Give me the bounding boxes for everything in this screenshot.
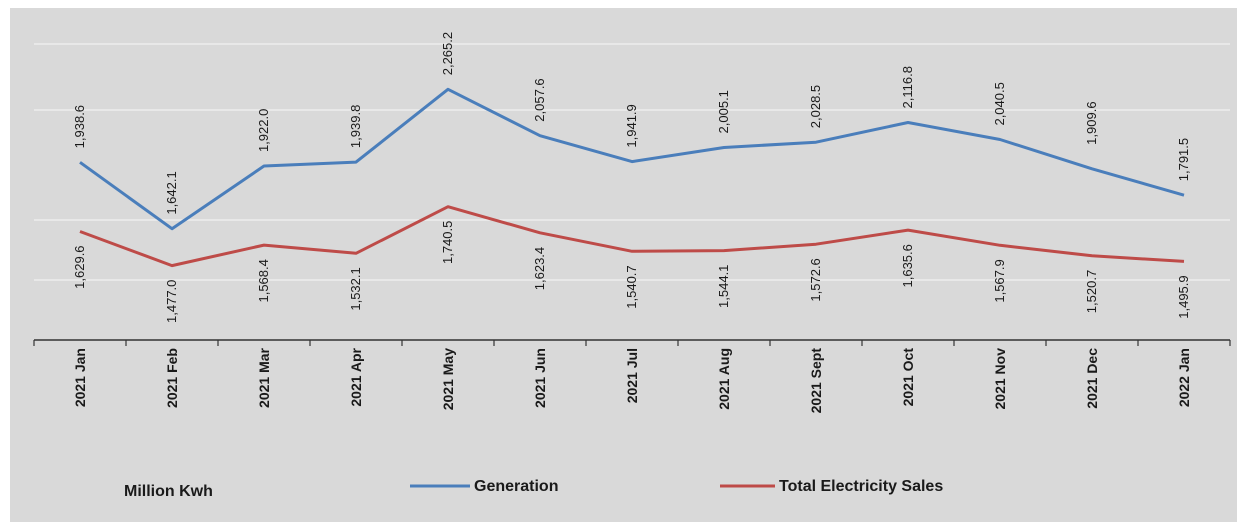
legend-sales-label: Total Electricity Sales — [779, 478, 943, 495]
x-tick-label: 2021 Mar — [256, 347, 272, 407]
generation-data-label: 1,941.9 — [624, 104, 639, 147]
generation-data-label: 1,642.1 — [164, 171, 179, 214]
sales-data-label: 1,540.7 — [624, 265, 639, 308]
unit-label: Million Kwh — [124, 483, 213, 500]
x-tick-label: 2021 May — [440, 348, 456, 410]
generation-data-label: 2,265.2 — [440, 32, 455, 75]
sales-data-label: 1,623.4 — [532, 247, 547, 290]
sales-data-label: 1,629.6 — [72, 245, 87, 288]
generation-data-label: 1,922.0 — [256, 109, 271, 152]
x-tick-label: 2022 Jan — [1176, 348, 1192, 407]
x-tick-label: 2021 Apr — [348, 347, 364, 406]
x-tick-label: 2021 Aug — [716, 348, 732, 410]
x-tick-label: 2021 Jun — [532, 348, 548, 408]
sales-data-label: 1,495.9 — [1176, 275, 1191, 318]
generation-data-label: 1,938.6 — [72, 105, 87, 148]
generation-data-label: 2,028.5 — [808, 85, 823, 128]
x-tick-label: 2021 Dec — [1084, 348, 1100, 409]
generation-data-label: 1,909.6 — [1084, 101, 1099, 144]
sales-data-label: 1,477.0 — [164, 280, 179, 323]
sales-data-label: 1,635.6 — [900, 244, 915, 287]
generation-data-label: 2,005.1 — [716, 90, 731, 133]
generation-data-label: 1,791.5 — [1176, 138, 1191, 181]
x-tick-labels: 2021 Jan 2021 Feb 2021 Mar 2021 Apr 2021 May… — [72, 347, 1192, 413]
legend: Million Kwh Generation Total Electricity S… — [124, 478, 943, 500]
sales-data-label: 1,532.1 — [348, 267, 363, 310]
x-tick-label: 2021 Sept — [808, 348, 824, 414]
electricity-sales-line — [79, 205, 1185, 268]
x-tick-label: 2021 Nov — [992, 348, 1008, 410]
x-tick-label: 2021 Oct — [900, 348, 916, 407]
generation-line — [79, 87, 1185, 231]
sales-data-label: 1,520.7 — [1084, 270, 1099, 313]
generation-data-label: 1,939.8 — [348, 105, 363, 148]
sales-data-label: 1,567.9 — [992, 259, 1007, 302]
sales-data-label: 1,572.6 — [808, 258, 823, 301]
x-tick-label: 2021 Jul — [624, 348, 640, 403]
series-lines — [79, 87, 1185, 268]
x-tick-label: 2021 Feb — [164, 348, 180, 408]
data-labels: 1,938.6 1,642.1 1,922.0 1,939.8 2,265.2 2,057… — [72, 32, 1191, 323]
sales-data-label: 1,568.4 — [256, 259, 271, 302]
generation-data-label: 2,040.5 — [992, 82, 1007, 125]
generation-data-label: 2,057.6 — [532, 78, 547, 121]
chart-panel — [10, 8, 1237, 522]
sales-data-label: 1,740.5 — [440, 221, 455, 264]
generation-data-label: 2,116.8 — [900, 66, 915, 108]
legend-generation-label: Generation — [474, 478, 558, 495]
gridlines — [34, 43, 1230, 281]
sales-data-label: 1,544.1 — [716, 265, 731, 308]
x-axis — [33, 339, 1231, 346]
x-tick-label: 2021 Jan — [72, 348, 88, 407]
